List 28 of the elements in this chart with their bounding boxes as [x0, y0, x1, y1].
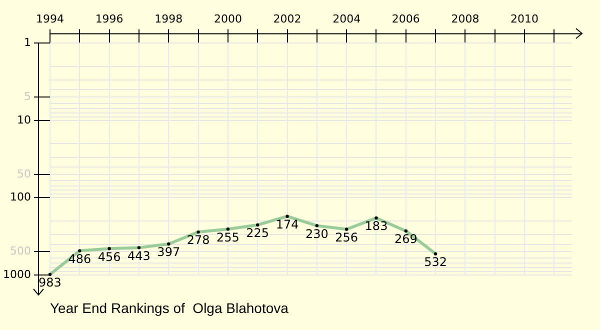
y-tick-label: 10: [16, 113, 31, 126]
data-label: 230: [305, 226, 328, 241]
data-label: 183: [364, 219, 388, 234]
data-label: 397: [157, 245, 180, 260]
x-tick-label: 1998: [154, 12, 183, 26]
data-label: 532: [424, 254, 448, 269]
data-label: 256: [335, 230, 358, 244]
data-label: 443: [128, 248, 150, 263]
data-label: 174: [276, 217, 299, 232]
y-tick-label: 100: [10, 190, 31, 204]
x-tick-label: 2008: [451, 12, 480, 26]
data-label: 456: [98, 250, 121, 264]
x-tick-label: 2004: [332, 12, 361, 26]
x-tick-label: 1994: [36, 12, 64, 26]
x-tick-label: 1996: [95, 12, 124, 26]
data-label: 983: [38, 276, 62, 290]
x-tick-label: 2000: [214, 12, 242, 26]
data-label: 225: [246, 226, 270, 240]
text: Year End Rankings of Olga Blahotova: [50, 300, 288, 316]
x-tick-label: 2002: [273, 12, 302, 26]
data-label: 255: [216, 230, 240, 244]
x-tick-label: 2010: [510, 12, 539, 26]
data-label: 486: [68, 252, 92, 266]
y-tick-label: 1000: [2, 268, 31, 281]
x-tick-label: 2006: [392, 12, 420, 26]
y-tick-label: 1: [24, 36, 31, 50]
data-label: 278: [186, 233, 210, 248]
data-label: 269: [394, 232, 418, 246]
